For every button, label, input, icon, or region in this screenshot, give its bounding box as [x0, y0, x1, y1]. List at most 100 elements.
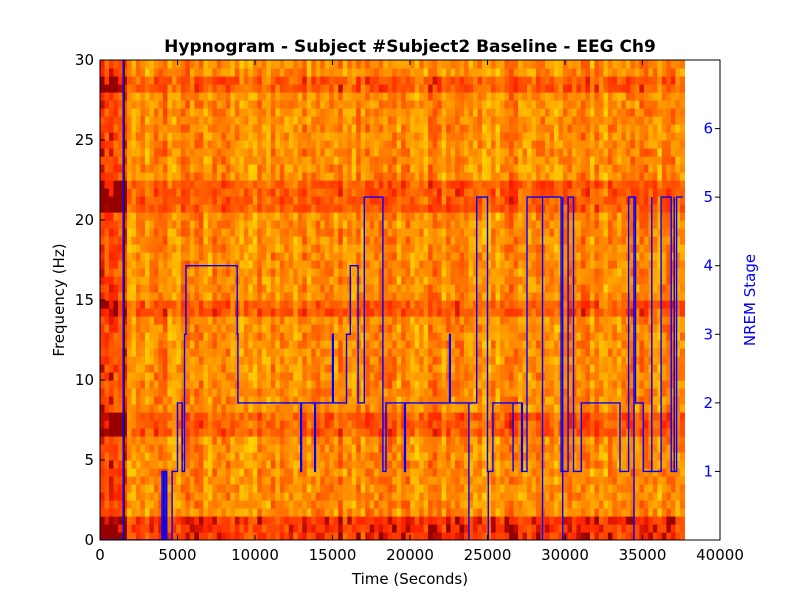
spectrogram-cell: [117, 276, 124, 285]
spectrogram-cell: [252, 308, 258, 317]
spectrogram-cell: [374, 364, 380, 373]
spectrogram-cell: [261, 212, 267, 221]
spectrogram-cell: [459, 116, 465, 125]
spectrogram-cell: [311, 468, 317, 477]
spectrogram-cell: [288, 244, 294, 253]
spectrogram-cell: [225, 308, 231, 317]
spectrogram-cell: [360, 180, 366, 189]
spectrogram-cell: [194, 204, 200, 213]
spectrogram-cell: [392, 380, 398, 389]
spectrogram-cell: [189, 508, 195, 517]
spectrogram-cell: [338, 372, 344, 381]
spectrogram-cell: [284, 84, 290, 93]
spectrogram-cell: [207, 532, 213, 540]
spectrogram-cell: [243, 436, 249, 445]
spectrogram-cell: [333, 276, 339, 285]
spectrogram-cell: [221, 284, 227, 293]
spectrogram-cell: [432, 92, 438, 101]
spectrogram-cell: [131, 252, 137, 261]
spectrogram-cell: [392, 132, 398, 141]
spectrogram-cell: [464, 524, 470, 533]
spectrogram-cell: [392, 316, 398, 325]
spectrogram-cell: [302, 180, 308, 189]
spectrogram-cell: [284, 212, 290, 221]
spectrogram-cell: [216, 524, 222, 533]
spectrogram-cell: [162, 452, 169, 461]
spectrogram-cell: [257, 284, 263, 293]
spectrogram-cell: [405, 284, 411, 293]
spectrogram-cell: [230, 164, 236, 173]
spectrogram-cell: [180, 84, 187, 93]
spectrogram-cell: [288, 476, 294, 485]
spectrogram-cell: [126, 436, 133, 445]
spectrogram-cell: [437, 380, 443, 389]
spectrogram-cell: [306, 316, 312, 325]
spectrogram-cell: [104, 468, 110, 477]
spectrogram-cell: [306, 500, 312, 509]
spectrogram-cell: [338, 100, 344, 109]
spectrogram-cell: [284, 276, 290, 285]
spectrogram-cell: [342, 340, 348, 349]
spectrogram-cell: [455, 460, 461, 469]
spectrogram-cell: [279, 92, 285, 101]
spectrogram-cell: [158, 252, 164, 261]
spectrogram-cell: [140, 212, 146, 221]
spectrogram-cell: [167, 284, 173, 293]
spectrogram-cell: [446, 228, 452, 237]
spectrogram-cell: [239, 452, 245, 461]
spectrogram-cell: [414, 468, 420, 477]
spectrogram-cell: [248, 460, 254, 469]
spectrogram-cell: [293, 172, 299, 181]
spectrogram-cell: [243, 340, 249, 349]
spectrogram-cell: [306, 260, 312, 269]
spectrogram-cell: [383, 108, 389, 117]
spectrogram-cell: [374, 92, 380, 101]
spectrogram-cell: [248, 356, 254, 365]
spectrogram-cell: [149, 260, 155, 269]
spectrogram-cell: [180, 524, 187, 533]
spectrogram-cell: [419, 420, 425, 429]
spectrogram-cell: [320, 388, 326, 397]
spectrogram-cell: [216, 92, 222, 101]
spectrogram-cell: [185, 108, 191, 117]
spectrogram-cell: [194, 244, 200, 253]
spectrogram-cell: [360, 156, 366, 165]
spectrogram-cell: [275, 156, 281, 165]
spectrogram-cell: [437, 500, 443, 509]
spectrogram-cell: [234, 100, 240, 109]
spectrogram-cell: [252, 164, 258, 173]
spectrogram-cell: [149, 484, 155, 493]
spectrogram-cell: [221, 484, 227, 493]
spectrogram-cell: [225, 108, 231, 117]
spectrogram-cell: [410, 516, 416, 525]
spectrogram-cell: [203, 124, 209, 133]
spectrogram-cell: [284, 60, 290, 69]
spectrogram-cell: [108, 236, 115, 245]
spectrogram-cell: [315, 60, 321, 69]
spectrogram-cell: [455, 476, 461, 485]
spectrogram-cell: [329, 452, 335, 461]
spectrogram-cell: [410, 420, 416, 429]
spectrogram-cell: [441, 60, 447, 69]
spectrogram-cell: [468, 92, 474, 101]
spectrogram-cell: [410, 212, 416, 221]
spectrogram-cell: [279, 116, 285, 125]
spectrogram-cell: [243, 76, 249, 85]
spectrogram-cell: [230, 508, 236, 517]
spectrogram-cell: [428, 396, 434, 405]
spectrogram-cell: [153, 228, 160, 237]
spectrogram-cell: [428, 236, 434, 245]
spectrogram-cell: [216, 220, 222, 229]
spectrogram-cell: [140, 276, 146, 285]
spectrogram-cell: [234, 516, 240, 525]
spectrogram-cell: [185, 116, 191, 125]
spectrogram-cell: [423, 508, 429, 517]
spectrogram-cell: [347, 140, 353, 149]
spectrogram-cell: [383, 60, 389, 69]
spectrogram-cell: [365, 84, 371, 93]
spectrogram-cell: [167, 116, 173, 125]
spectrogram-cell: [225, 412, 231, 421]
spectrogram-cell: [167, 532, 173, 540]
spectrogram-cell: [387, 204, 393, 213]
spectrogram-cell: [270, 252, 276, 261]
